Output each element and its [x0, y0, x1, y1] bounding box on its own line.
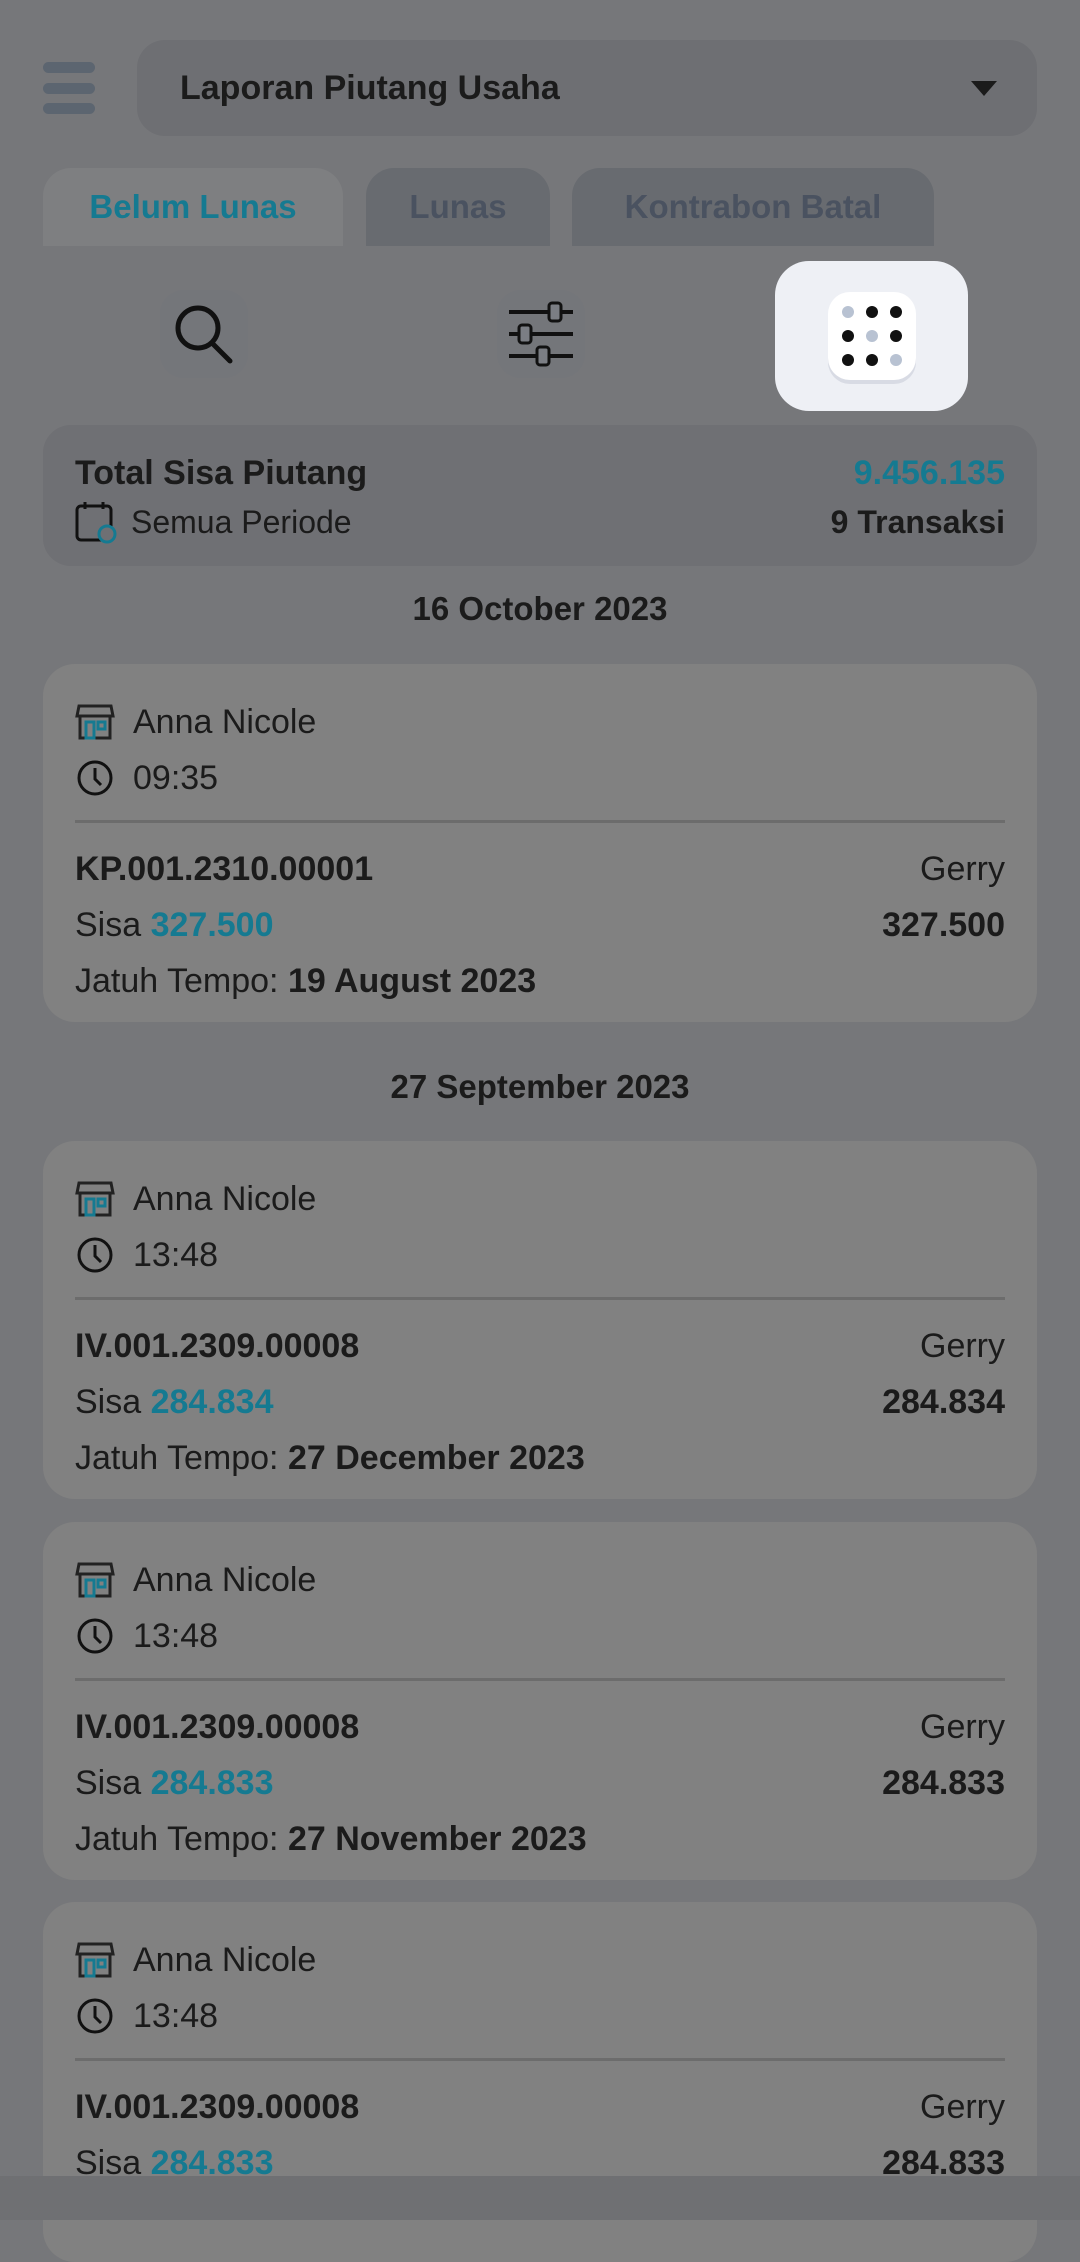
transaction-card[interactable]: Anna Nicole 13:48 IV.001.2309.00008 Gerry…	[43, 1522, 1037, 1880]
divider	[75, 1678, 1005, 1681]
transaction-card[interactable]: Anna Nicole 09:35 KP.001.2310.00001 Gerry…	[43, 664, 1037, 1022]
transaction-id: KP.001.2310.00001	[75, 849, 374, 888]
store-icon	[75, 1942, 115, 1978]
search-button[interactable]	[160, 290, 248, 378]
transaction-count: 9 Transaksi	[830, 503, 1005, 540]
divider	[75, 820, 1005, 823]
clock-icon	[77, 1998, 113, 2034]
filter-button[interactable]	[497, 290, 585, 378]
total-amount: 284.834	[882, 1382, 1005, 1421]
transaction-id: IV.001.2309.00008	[75, 1707, 360, 1746]
customer-name: Anna Nicole	[133, 1940, 317, 1979]
store-icon	[75, 704, 115, 740]
divider	[75, 1297, 1005, 1300]
due-label: Jatuh Tempo:	[75, 1438, 279, 1477]
customer-name: Anna Nicole	[133, 702, 317, 741]
transaction-time: 13:48	[133, 1235, 219, 1274]
due-date: 27 November 2023	[287, 1819, 587, 1858]
transaction-card[interactable]: Anna Nicole 13:48 IV.001.2309.00008 Gerry…	[43, 1141, 1037, 1499]
clock-icon	[77, 1618, 113, 1654]
report-title: Laporan Piutang Usaha	[180, 68, 560, 107]
divider	[75, 2058, 1005, 2061]
period-label: Semua Periode	[131, 503, 352, 540]
sisa-amount: 284.833	[150, 2143, 274, 2182]
dropdown-caret-icon	[971, 80, 997, 96]
due-label: Jatuh Tempo:	[75, 1819, 279, 1858]
total-amount: 327.500	[882, 905, 1005, 944]
sisa-label: Sisa	[75, 2143, 142, 2182]
summary-card: Total Sisa Piutang 9.456.135 Semua Perio…	[43, 425, 1037, 566]
sisa-amount: 327.500	[150, 905, 274, 944]
transaction-time: 13:48	[133, 1616, 219, 1655]
transaction-id: IV.001.2309.00008	[75, 2087, 360, 2126]
store-icon	[75, 1562, 115, 1598]
total-amount: 284.833	[882, 2143, 1005, 2182]
report-dropdown[interactable]: Laporan Piutang Usaha	[137, 40, 1037, 136]
total-amount: 284.833	[882, 1763, 1005, 1802]
summary-label: Total Sisa Piutang	[75, 453, 368, 492]
transaction-id: IV.001.2309.00008	[75, 1326, 360, 1365]
store-icon	[75, 1181, 115, 1217]
sisa-label: Sisa	[75, 1382, 142, 1421]
filter-sliders-icon	[509, 301, 573, 367]
due-date: 19 August 2023	[287, 961, 537, 1000]
sisa-amount: 284.834	[150, 1382, 274, 1421]
bottom-bar	[0, 2176, 1080, 2220]
sales-name: Gerry	[920, 849, 1005, 888]
due-label: Jatuh Tempo:	[75, 961, 279, 1000]
clock-icon	[77, 1237, 113, 1273]
sales-name: Gerry	[920, 2087, 1005, 2126]
customer-name: Anna Nicole	[133, 1179, 317, 1218]
tab-lunas[interactable]: Lunas	[366, 168, 550, 246]
grid-dots-icon	[828, 292, 916, 380]
transaction-time: 13:48	[133, 1996, 219, 2035]
tab-belum-lunas[interactable]: Belum Lunas	[43, 168, 343, 246]
tab-kontrabon-batal[interactable]: Kontrabon Batal	[572, 168, 934, 246]
sisa-label: Sisa	[75, 1763, 142, 1802]
date-header: 27 September 2023	[390, 1068, 690, 1105]
menu-icon[interactable]	[43, 62, 95, 114]
search-icon	[175, 305, 233, 364]
date-header: 16 October 2023	[412, 590, 668, 627]
sales-name: Gerry	[920, 1707, 1005, 1746]
transaction-time: 09:35	[133, 758, 219, 797]
sisa-label: Sisa	[75, 905, 142, 944]
due-date: 27 December 2023	[287, 1438, 585, 1477]
summary-total: 9.456.135	[853, 453, 1005, 492]
sales-name: Gerry	[920, 1326, 1005, 1365]
clock-icon	[77, 760, 113, 796]
customer-name: Anna Nicole	[133, 1560, 317, 1599]
sisa-amount: 284.833	[150, 1763, 274, 1802]
calendar-clock-icon	[75, 502, 117, 544]
